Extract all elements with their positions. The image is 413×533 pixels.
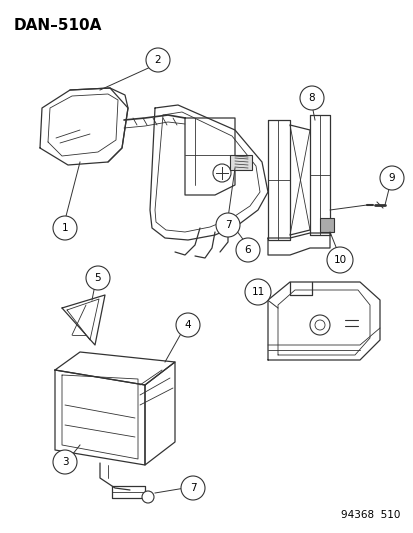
Text: 10: 10 xyxy=(332,255,346,265)
Circle shape xyxy=(326,247,352,273)
Circle shape xyxy=(53,216,77,240)
Text: 3: 3 xyxy=(62,457,68,467)
Circle shape xyxy=(379,166,403,190)
Circle shape xyxy=(180,476,204,500)
Text: 11: 11 xyxy=(251,287,264,297)
Text: 7: 7 xyxy=(224,220,231,230)
Circle shape xyxy=(86,266,110,290)
Circle shape xyxy=(212,164,230,182)
Circle shape xyxy=(176,313,199,337)
Circle shape xyxy=(53,450,77,474)
Text: 9: 9 xyxy=(388,173,394,183)
Text: 4: 4 xyxy=(184,320,191,330)
Text: 5: 5 xyxy=(95,273,101,283)
Text: 1: 1 xyxy=(62,223,68,233)
Text: 2: 2 xyxy=(154,55,161,65)
Circle shape xyxy=(216,213,240,237)
Circle shape xyxy=(309,315,329,335)
Circle shape xyxy=(314,320,324,330)
Text: DAN–510A: DAN–510A xyxy=(14,18,102,33)
Text: 8: 8 xyxy=(308,93,315,103)
FancyBboxPatch shape xyxy=(319,218,333,232)
Circle shape xyxy=(235,238,259,262)
FancyBboxPatch shape xyxy=(230,155,252,170)
Circle shape xyxy=(146,48,170,72)
Text: 7: 7 xyxy=(189,483,196,493)
Text: 94368  510: 94368 510 xyxy=(340,510,399,520)
Circle shape xyxy=(142,491,154,503)
Circle shape xyxy=(299,86,323,110)
Text: 6: 6 xyxy=(244,245,251,255)
Circle shape xyxy=(244,279,271,305)
